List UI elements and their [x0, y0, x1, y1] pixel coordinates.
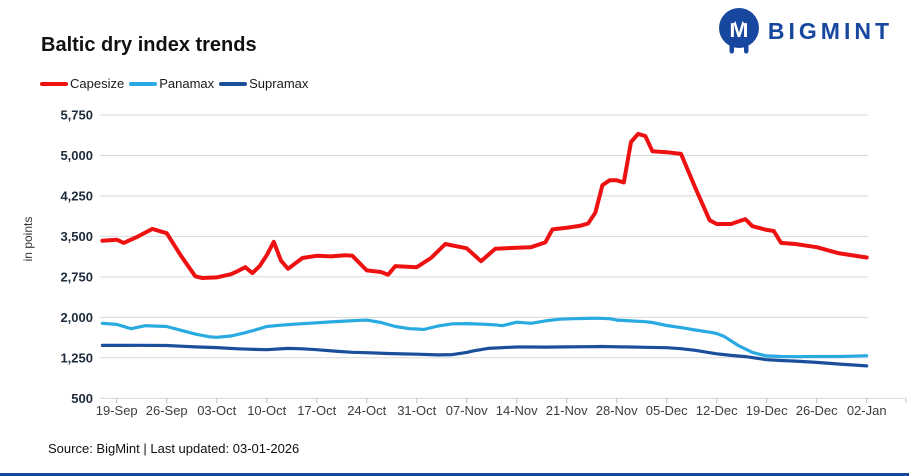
bottom-accent-bar	[0, 473, 909, 476]
legend-label: Supramax	[249, 76, 309, 91]
legend-item-capesize: Capesize	[40, 76, 124, 91]
x-tick-label: 07-Nov	[446, 403, 488, 418]
x-tick-label: 05-Dec	[646, 403, 688, 418]
x-tick-label: 28-Nov	[596, 403, 638, 418]
x-tick-label: 17-Oct	[297, 403, 336, 418]
series-line-supramax	[100, 343, 869, 368]
bigmint-logo-text: BIGMINT	[767, 18, 893, 44]
x-tick-label: 03-Oct	[197, 403, 236, 418]
series-line-capesize	[100, 131, 869, 280]
x-tick-label: 10-Oct	[247, 403, 286, 418]
x-tick-label: 26-Dec	[796, 403, 838, 418]
source-note: Source: BigMint | Last updated: 03-01-20…	[48, 441, 300, 456]
x-tick-label: 02-Jan	[847, 403, 887, 418]
y-tick-label: 5,750	[60, 108, 93, 123]
bigmint-logo-icon: M	[718, 8, 759, 54]
legend-label: Panamax	[159, 76, 215, 91]
y-tick-label: 2,750	[60, 269, 93, 284]
y-tick-label: 5,000	[60, 148, 93, 163]
chart-legend: Capesize Panamax Supramax	[40, 76, 313, 91]
legend-item-panamax: Panamax	[129, 76, 214, 91]
legend-swatch-supramax	[219, 81, 248, 86]
legend-item-supramax: Supramax	[219, 76, 308, 91]
page-title: Baltic dry index trends	[41, 34, 257, 56]
x-tick-label: 19-Sep	[96, 403, 138, 418]
y-tick-label: 3,500	[60, 229, 93, 244]
legend-swatch-capesize	[40, 81, 68, 86]
y-tick-label: 1,250	[60, 350, 93, 365]
y-tick-label: 4,250	[60, 188, 93, 203]
bigmint-logo: M BIGMINT	[718, 8, 893, 55]
x-tick-label: 19-Dec	[746, 403, 788, 418]
y-tick-label: 500	[71, 391, 93, 406]
x-tick-label: 24-Oct	[347, 403, 386, 418]
x-tick-label: 21-Nov	[546, 403, 588, 418]
x-tick-label: 26-Sep	[146, 403, 188, 418]
series-line-panamax	[100, 316, 869, 359]
legend-label: Capesize	[70, 76, 125, 91]
y-tick-label: 2,000	[60, 310, 93, 325]
x-tick-label: 14-Nov	[496, 403, 538, 418]
x-tick-label: 31-Oct	[397, 403, 436, 418]
legend-swatch-panamax	[129, 81, 158, 86]
x-tick-label: 12-Dec	[696, 403, 738, 418]
